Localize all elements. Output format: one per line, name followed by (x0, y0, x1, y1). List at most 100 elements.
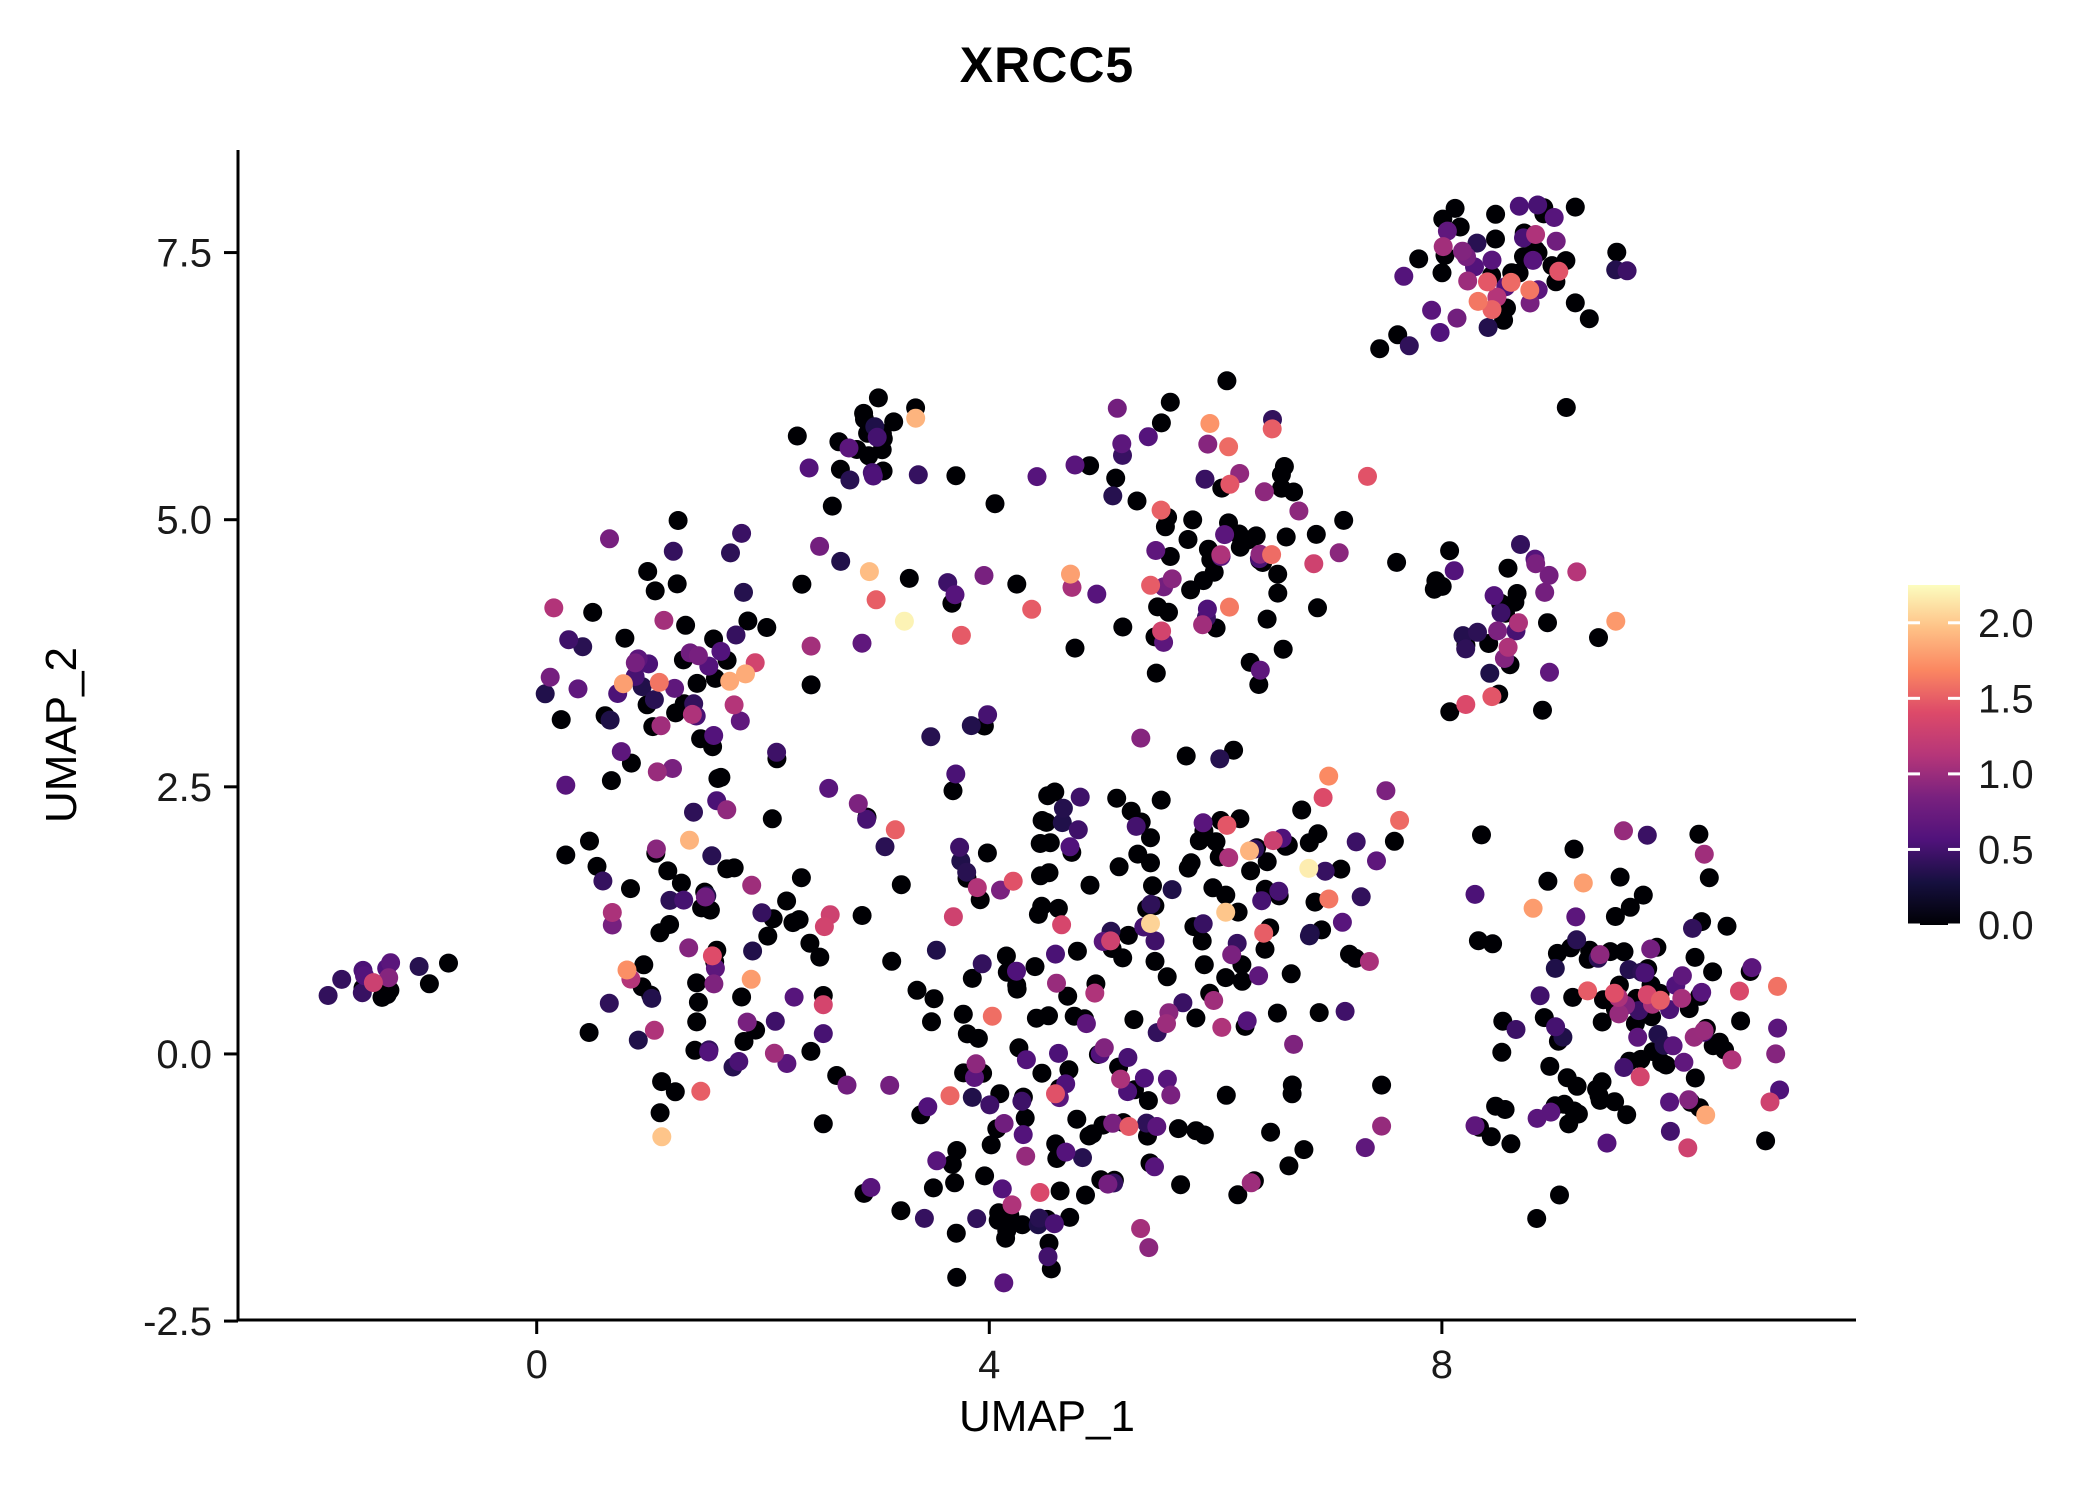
data-point (950, 837, 970, 857)
data-point (885, 820, 905, 840)
data-point (379, 968, 399, 988)
data-point (1254, 482, 1274, 502)
data-point (419, 974, 439, 994)
data-point (680, 830, 699, 850)
data-point (1087, 584, 1107, 604)
data-point (978, 705, 998, 725)
data-point (1399, 336, 1419, 356)
data-point (1294, 1140, 1314, 1160)
data-point (1498, 558, 1518, 578)
data-point (1313, 788, 1333, 807)
y-tick-label: -2.5 (143, 1300, 212, 1344)
data-point (1026, 1008, 1046, 1028)
data-point (1047, 973, 1066, 993)
data-point (1546, 1017, 1566, 1037)
data-point (611, 742, 631, 762)
data-point (914, 1208, 934, 1228)
data-point (540, 667, 560, 687)
data-point (1178, 530, 1198, 549)
data-point (1468, 291, 1488, 311)
data-point (982, 1006, 1002, 1026)
data-point (1127, 491, 1147, 511)
data-point (726, 625, 746, 645)
data-point (1597, 1133, 1617, 1153)
data-point (974, 566, 994, 585)
data-point (1526, 225, 1546, 244)
data-point (439, 953, 458, 973)
data-point (704, 974, 724, 994)
x-tick-label: 4 (978, 1343, 1000, 1387)
data-point (994, 1273, 1014, 1293)
data-point (580, 831, 599, 851)
data-point (953, 1004, 973, 1024)
x-tick-label: 8 (1431, 1343, 1453, 1387)
data-point (704, 726, 724, 745)
data-point (1192, 931, 1212, 951)
data-point (652, 1072, 672, 1092)
data-point (1046, 944, 1065, 964)
data-point (671, 873, 691, 893)
data-point (1249, 966, 1269, 986)
data-point (1453, 241, 1472, 261)
data-point (831, 551, 851, 571)
data-point (784, 987, 804, 1007)
data-point (819, 778, 839, 798)
data-point (1367, 851, 1386, 871)
data-point (1696, 1105, 1716, 1125)
data-point (1620, 897, 1640, 917)
data-point (1481, 1127, 1501, 1147)
data-point (1660, 1121, 1680, 1141)
data-point (1141, 575, 1161, 595)
data-point (1467, 233, 1487, 253)
data-point (1605, 1092, 1625, 1112)
data-point (1143, 876, 1162, 896)
data-point (1299, 926, 1319, 946)
data-point (1038, 786, 1058, 806)
data-point (863, 466, 883, 486)
data-point (634, 955, 654, 975)
data-point (1003, 871, 1023, 891)
data-point (1212, 1017, 1232, 1037)
data-point (1067, 941, 1087, 961)
data-point (1229, 524, 1249, 544)
data-point (1539, 565, 1559, 585)
data-point (1370, 339, 1390, 359)
data-point (741, 969, 761, 989)
data-point (702, 946, 722, 966)
data-point (1284, 1034, 1304, 1054)
data-point (1609, 1004, 1629, 1024)
data-point (1126, 816, 1146, 836)
data-point (962, 1087, 982, 1107)
data-point (967, 1209, 987, 1229)
data-point (1641, 939, 1661, 959)
data-point (1254, 923, 1274, 943)
data-point (724, 695, 744, 715)
data-point (654, 610, 674, 630)
data-point (810, 536, 830, 556)
data-point (1437, 221, 1457, 241)
data-point (668, 511, 688, 530)
data-point (1022, 599, 1042, 619)
data-point (764, 1043, 784, 1063)
data-point (660, 915, 680, 934)
data-point (1101, 931, 1121, 951)
data-point (968, 1028, 988, 1048)
data-point (1070, 787, 1090, 807)
data-point (1065, 638, 1085, 658)
data-point (1141, 853, 1160, 873)
data-point (717, 800, 737, 820)
data-point (1204, 562, 1224, 582)
data-point (891, 875, 911, 895)
data-point (1220, 597, 1239, 617)
data-point (551, 710, 571, 730)
data-point (1432, 576, 1452, 596)
data-point (1394, 266, 1414, 286)
data-point (1482, 250, 1502, 270)
data-point (1472, 825, 1491, 845)
data-point (1432, 263, 1452, 283)
data-point (1252, 891, 1272, 911)
data-point (1685, 1068, 1705, 1088)
data-point (688, 646, 708, 666)
data-point (813, 1024, 833, 1044)
data-point (943, 907, 963, 927)
